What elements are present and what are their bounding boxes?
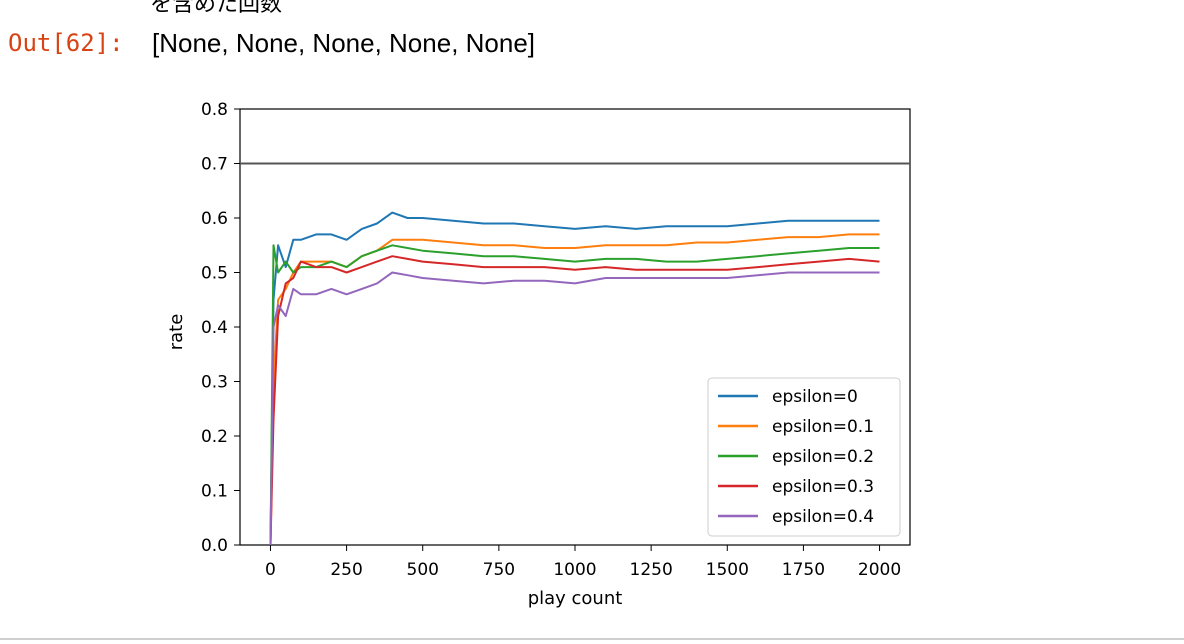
x-axis-label: play count	[528, 588, 623, 609]
x-tick-label: 0	[265, 560, 276, 580]
y-axis-label: rate	[166, 314, 187, 351]
previous-cell-text-clip: を含めた回数	[0, 0, 1184, 17]
series-line-epsilon-0-4	[269, 271, 880, 546]
previous-cell-text: を含めた回数	[150, 0, 283, 17]
series-lines	[269, 211, 880, 546]
series-line-epsilon-0	[269, 211, 880, 546]
legend-label: epsilon=0	[772, 387, 858, 407]
x-tick-label: 250	[330, 560, 362, 580]
x-tick-label: 1000	[553, 560, 596, 580]
x-tick-label: 1250	[630, 560, 673, 580]
chart-legend: epsilon=0 epsilon=0.1 epsilon=0.2 epsilon=0…	[707, 377, 901, 537]
legend-label: epsilon=0.3	[772, 477, 874, 497]
y-tick-label: 0.3	[201, 373, 228, 393]
y-tick-label: 0.2	[201, 427, 228, 447]
y-tick-label: 0.4	[201, 318, 228, 338]
y-tick-label: 0.5	[201, 264, 228, 284]
cell-divider	[0, 638, 1184, 640]
y-tick-label: 0.0	[201, 536, 228, 556]
output-prompt: Out[62]:	[8, 29, 124, 57]
x-tick-label: 500	[407, 560, 439, 580]
y-tick-label: 0.6	[201, 209, 228, 229]
legend-label: epsilon=0.2	[772, 447, 874, 467]
legend-label: epsilon=0.1	[772, 417, 874, 437]
x-tick-label: 1750	[782, 560, 825, 580]
tick-labels: 0 250 500 750 1000 1250 1500 1750 2000 0.0 0.1 0.2 0…	[201, 100, 901, 580]
legend-label: epsilon=0.4	[772, 507, 874, 527]
legend-box	[707, 377, 901, 537]
series-line-epsilon-0-3	[269, 255, 880, 546]
x-tick-label: 750	[483, 560, 515, 580]
output-text: [None, None, None, None, None]	[152, 28, 536, 58]
y-tick-label: 0.1	[201, 482, 228, 502]
x-tick-label: 2000	[858, 560, 901, 580]
y-tick-label: 0.8	[201, 100, 228, 120]
y-tick-label: 0.7	[201, 155, 228, 175]
x-tick-label: 1500	[706, 560, 749, 580]
